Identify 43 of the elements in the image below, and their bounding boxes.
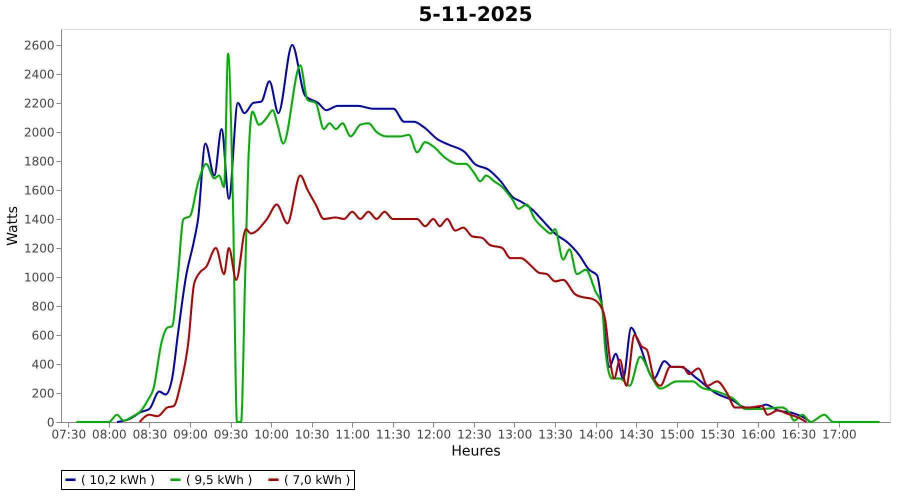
y-tick-label: 0 <box>46 416 54 430</box>
y-tick-label: 200 <box>32 386 54 400</box>
x-tick-label: 13:30 <box>538 428 573 442</box>
line-series <box>138 174 808 423</box>
x-tick-label: 16:30 <box>782 428 816 442</box>
y-tick-label: 2600 <box>24 38 54 52</box>
legend-label: ( 10,2 kWh ) <box>81 472 155 487</box>
y-tick-label: 2400 <box>24 67 54 82</box>
line-series <box>75 52 880 423</box>
x-tick-label: 08:30 <box>132 428 168 442</box>
x-tick-label: 09:00 <box>173 428 208 442</box>
line-series <box>116 44 812 423</box>
y-tick-label: 1200 <box>24 241 54 256</box>
x-tick-label: 13:00 <box>498 428 532 442</box>
y-tick-label: 400 <box>32 357 54 372</box>
x-tick-label: 10:00 <box>254 428 289 442</box>
y-tick-label: 800 <box>32 299 54 314</box>
x-tick-label: 14:00 <box>578 428 614 442</box>
y-tick-label: 1800 <box>24 154 54 168</box>
y-tick-label: 1400 <box>24 212 54 226</box>
x-tick-label: 16:00 <box>740 428 776 442</box>
y-tick-label: 1000 <box>24 270 54 284</box>
x-tick-label: 17:00 <box>822 428 857 442</box>
x-tick-label: 15:00 <box>660 428 694 442</box>
y-tick-label: 2200 <box>24 96 54 110</box>
y-tick-label: 600 <box>32 328 54 342</box>
x-tick-label: 08:00 <box>92 428 127 442</box>
legend-label: ( 7,0 kWh ) <box>284 472 350 487</box>
x-tick-label: 09:30 <box>214 428 248 442</box>
y-tick-label: 2000 <box>24 125 54 140</box>
x-tick-label: 12:30 <box>457 428 492 442</box>
chart-title: 5-11-2025 <box>418 2 533 26</box>
y-tick-label: 1600 <box>24 183 54 198</box>
x-tick-label: 11:00 <box>335 428 370 442</box>
x-tick-label: 11:30 <box>376 428 411 442</box>
x-tick-label: 12:00 <box>416 428 452 442</box>
legend-label: ( 9,5 kWh ) <box>186 472 252 487</box>
y-axis-title: Watts <box>4 206 21 246</box>
x-tick-label: 07:30 <box>52 428 86 442</box>
x-tick-label: 15:30 <box>700 428 736 442</box>
x-tick-label: 14:30 <box>619 428 654 442</box>
x-tick-label: 10:30 <box>294 428 330 442</box>
x-axis-title: Heures <box>451 444 501 460</box>
